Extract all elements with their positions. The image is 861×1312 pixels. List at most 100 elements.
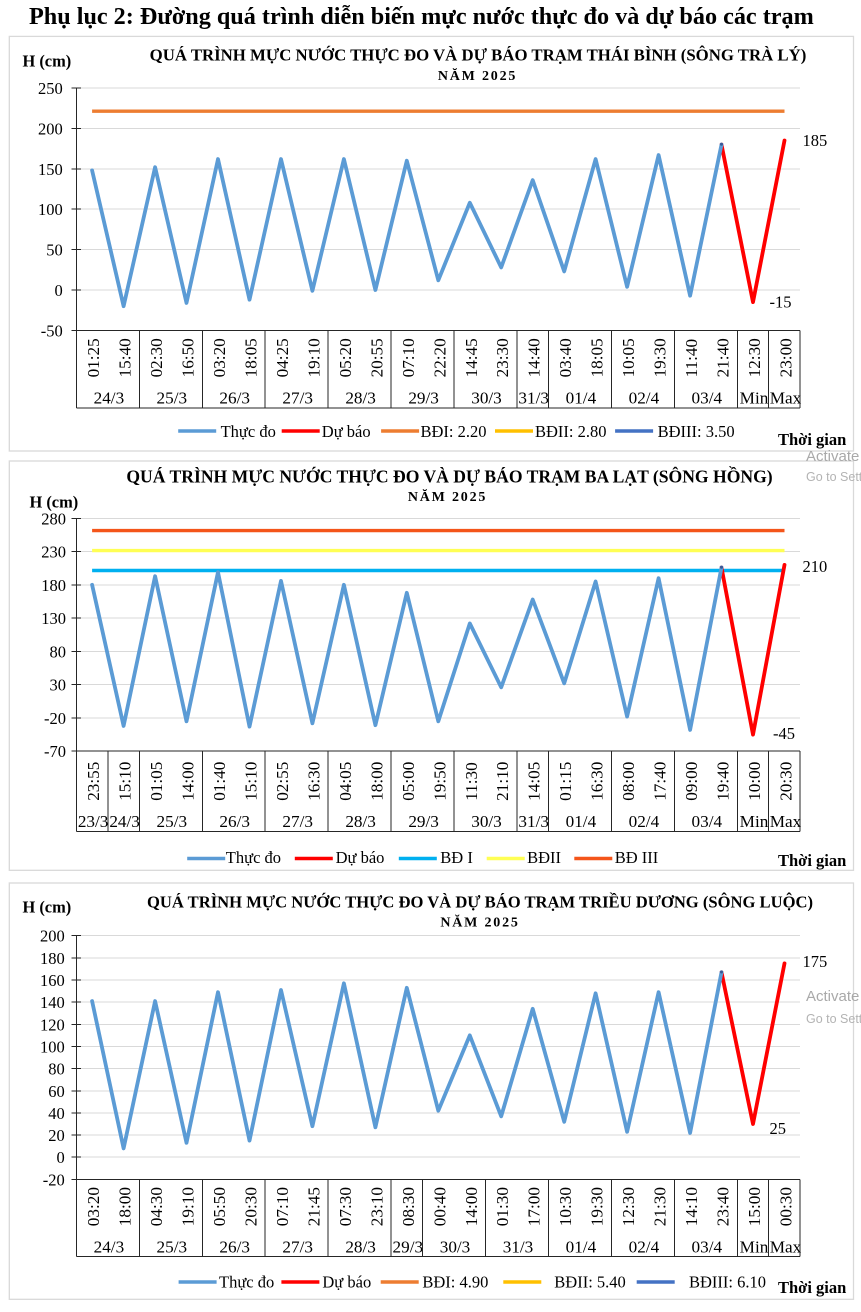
svg-text:25/3: 25/3: [157, 812, 188, 831]
svg-text:Dự báo: Dự báo: [322, 1273, 371, 1292]
svg-text:BĐII: 2.80: BĐII: 2.80: [535, 422, 607, 441]
svg-text:24/3: 24/3: [109, 812, 140, 831]
svg-text:200: 200: [38, 119, 63, 138]
svg-text:120: 120: [40, 1015, 65, 1034]
svg-text:01/4: 01/4: [566, 389, 597, 408]
svg-text:-15: -15: [770, 293, 792, 312]
svg-text:15:10: 15:10: [116, 762, 135, 801]
svg-text:26/3: 26/3: [219, 812, 250, 831]
svg-text:Thời gian: Thời gian: [778, 851, 846, 870]
svg-text:07:30: 07:30: [336, 1187, 355, 1226]
svg-text:01:40: 01:40: [210, 762, 229, 801]
svg-text:250: 250: [38, 79, 63, 98]
svg-text:24/3: 24/3: [94, 389, 125, 408]
svg-text:30/3: 30/3: [471, 812, 502, 831]
svg-text:-70: -70: [44, 742, 66, 761]
svg-text:23:30: 23:30: [493, 338, 512, 377]
svg-text:QUÁ TRÌNH MỰC NƯỚC THỰC ĐO VÀ: QUÁ TRÌNH MỰC NƯỚC THỰC ĐO VÀ DỰ BÁO TRẠ…: [147, 893, 813, 912]
svg-text:BĐII: 5.40: BĐII: 5.40: [554, 1273, 626, 1292]
svg-text:01:25: 01:25: [84, 338, 103, 377]
svg-text:18:05: 18:05: [588, 338, 607, 377]
svg-text:01:05: 01:05: [147, 762, 166, 801]
svg-text:16:30: 16:30: [304, 762, 323, 801]
svg-text:23:10: 23:10: [367, 1187, 386, 1226]
svg-text:17:00: 17:00: [525, 1187, 544, 1226]
svg-text:50: 50: [46, 241, 63, 260]
svg-text:01/4: 01/4: [566, 1238, 597, 1257]
svg-text:-20: -20: [44, 709, 66, 728]
svg-text:19:30: 19:30: [651, 338, 670, 377]
svg-text:04:25: 04:25: [273, 338, 292, 377]
svg-text:NĂM 2025: NĂM 2025: [438, 67, 517, 84]
svg-text:280: 280: [41, 509, 66, 528]
svg-text:150: 150: [38, 160, 63, 179]
svg-text:18:00: 18:00: [367, 762, 386, 801]
svg-text:05:50: 05:50: [210, 1187, 229, 1226]
svg-text:14:40: 14:40: [525, 338, 544, 377]
svg-text:80: 80: [48, 1060, 65, 1079]
svg-text:21:40: 21:40: [714, 338, 733, 377]
svg-text:26/3: 26/3: [219, 389, 250, 408]
svg-text:Max: Max: [770, 389, 802, 408]
svg-text:180: 180: [41, 576, 66, 595]
svg-text:Thực đo: Thực đo: [226, 848, 281, 867]
svg-text:26/3: 26/3: [219, 1238, 250, 1257]
svg-text:23:00: 23:00: [777, 338, 796, 377]
svg-text:01:30: 01:30: [493, 1187, 512, 1226]
svg-text:03/4: 03/4: [692, 389, 723, 408]
svg-text:Thực đo: Thực đo: [219, 1273, 274, 1292]
svg-text:Dự báo: Dự báo: [322, 422, 371, 441]
svg-text:00:40: 00:40: [430, 1187, 449, 1226]
svg-text:25/3: 25/3: [157, 1238, 188, 1257]
svg-text:03/4: 03/4: [692, 1238, 723, 1257]
svg-text:80: 80: [50, 642, 67, 661]
svg-text:10:30: 10:30: [556, 1187, 575, 1226]
svg-text:BĐ III: BĐ III: [615, 848, 659, 867]
svg-text:17:40: 17:40: [651, 762, 670, 801]
svg-text:QUÁ TRÌNH MỰC NƯỚC THỰC ĐO VÀ: QUÁ TRÌNH MỰC NƯỚC THỰC ĐO VÀ DỰ BÁO TRẠ…: [150, 46, 807, 65]
svg-text:40: 40: [48, 1104, 65, 1123]
svg-text:07:10: 07:10: [399, 338, 418, 377]
svg-text:Thời gian: Thời gian: [778, 1278, 846, 1297]
svg-text:Max: Max: [770, 812, 802, 831]
svg-text:Max: Max: [770, 1238, 802, 1257]
svg-text:03:40: 03:40: [556, 338, 575, 377]
svg-text:02/4: 02/4: [629, 812, 660, 831]
svg-text:210: 210: [803, 557, 828, 576]
svg-text:14:00: 14:00: [462, 1187, 481, 1226]
svg-text:22:20: 22:20: [430, 338, 449, 377]
svg-text:BĐIII: 3.50: BĐIII: 3.50: [658, 422, 735, 441]
svg-text:19:40: 19:40: [714, 762, 733, 801]
svg-text:20:30: 20:30: [242, 1187, 261, 1226]
svg-text:H (cm): H (cm): [23, 898, 72, 917]
svg-text:10:05: 10:05: [619, 338, 638, 377]
svg-text:04:30: 04:30: [147, 1187, 166, 1226]
svg-text:BĐIII: 6.10: BĐIII: 6.10: [689, 1273, 766, 1292]
svg-text:19:10: 19:10: [179, 1187, 198, 1226]
svg-text:02/4: 02/4: [629, 1238, 660, 1257]
svg-text:14:05: 14:05: [525, 762, 544, 801]
svg-text:09:00: 09:00: [682, 762, 701, 801]
svg-text:0: 0: [57, 1148, 65, 1167]
svg-text:Min: Min: [740, 1238, 769, 1257]
svg-text:18:00: 18:00: [116, 1187, 135, 1226]
svg-text:28/3: 28/3: [345, 812, 376, 831]
svg-text:25/3: 25/3: [157, 389, 188, 408]
svg-text:15:00: 15:00: [745, 1187, 764, 1226]
svg-text:NĂM 2025: NĂM 2025: [440, 914, 519, 931]
svg-text:0: 0: [55, 281, 63, 300]
svg-text:H (cm): H (cm): [23, 52, 72, 71]
svg-text:60: 60: [48, 1082, 65, 1101]
svg-text:31/3: 31/3: [518, 812, 549, 831]
svg-text:15:10: 15:10: [242, 762, 261, 801]
svg-text:19:10: 19:10: [304, 338, 323, 377]
svg-text:14:10: 14:10: [682, 1187, 701, 1226]
svg-text:Phụ lục 2: Đường quá trình diễ: Phụ lục 2: Đường quá trình diễn biến mực…: [29, 3, 814, 30]
svg-text:04:05: 04:05: [336, 762, 355, 801]
svg-text:31/3: 31/3: [518, 389, 549, 408]
svg-text:21:30: 21:30: [651, 1187, 670, 1226]
svg-text:23/3: 23/3: [78, 812, 109, 831]
svg-text:BĐ I: BĐ I: [440, 848, 473, 867]
svg-text:20:30: 20:30: [777, 762, 796, 801]
svg-text:Min: Min: [740, 389, 769, 408]
